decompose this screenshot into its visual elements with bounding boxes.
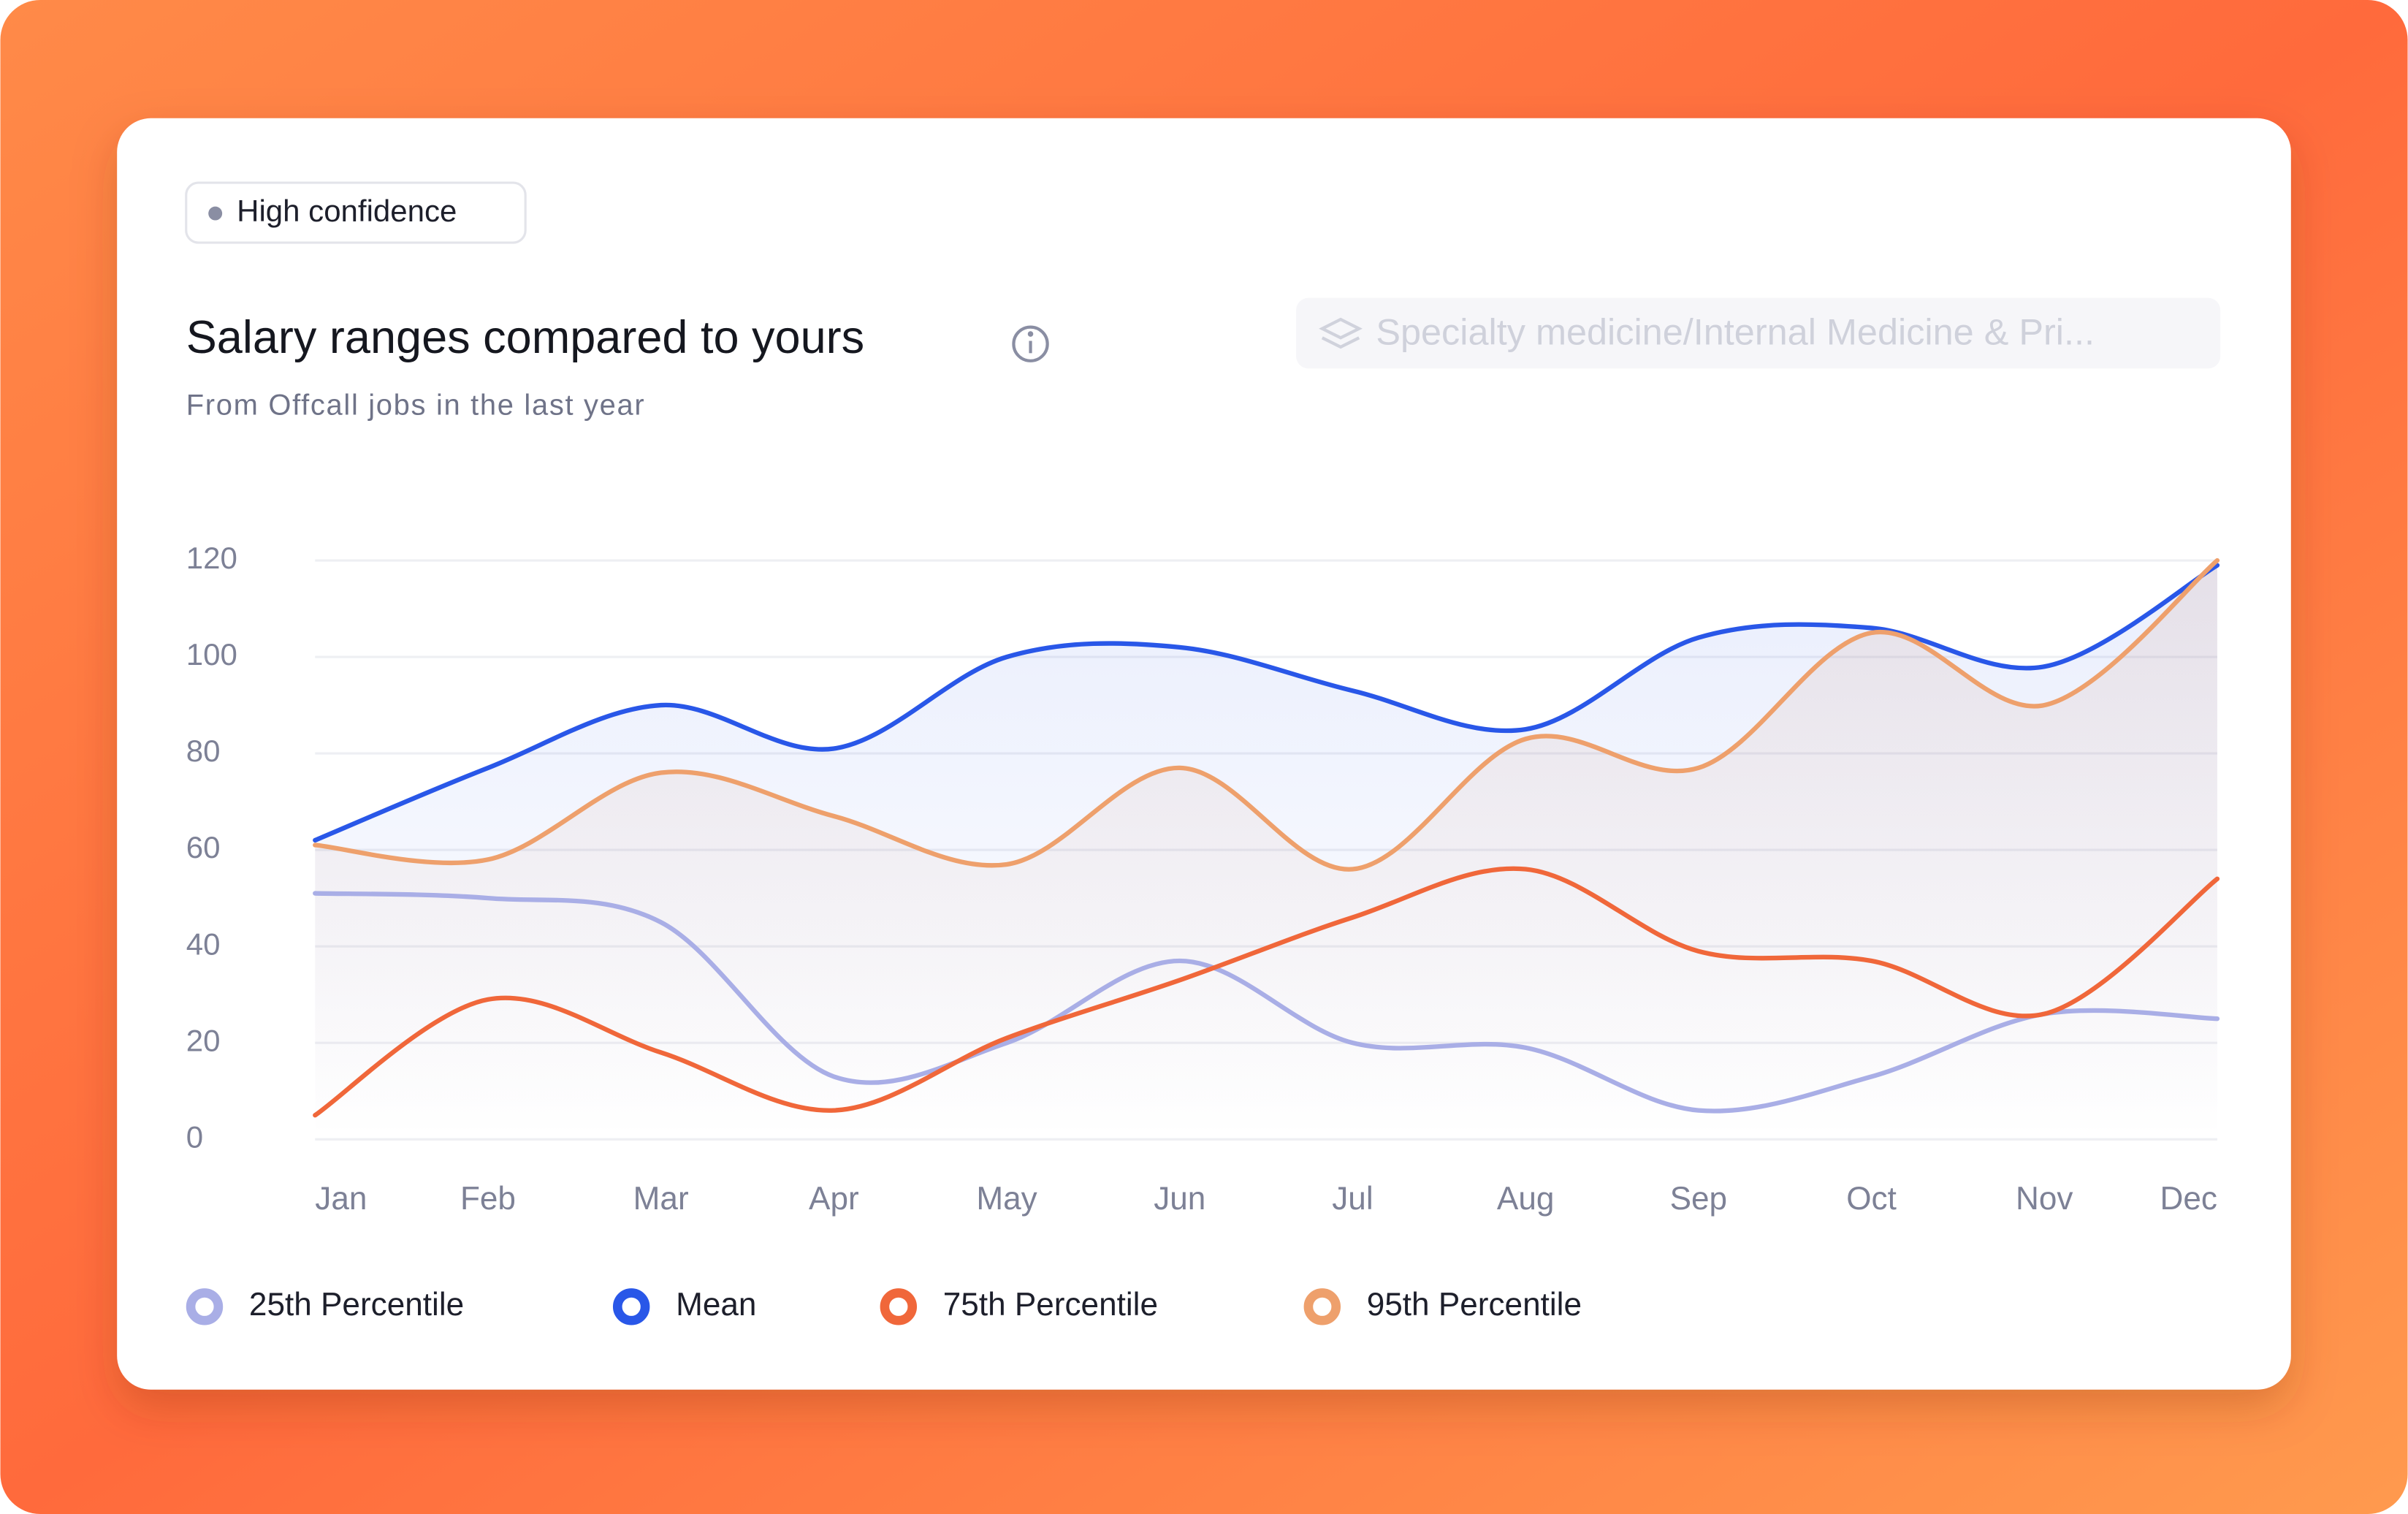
x-tick-label: Sep	[1670, 1181, 1727, 1217]
badge-text: High confidence	[237, 194, 457, 228]
info-icon[interactable]	[1012, 325, 1049, 362]
y-tick-label: 20	[186, 1023, 221, 1057]
dropdown[interactable]	[1296, 297, 2221, 369]
line	[313, 558, 2220, 872]
lines	[313, 558, 2220, 1118]
y-tick-label: 60	[186, 830, 221, 864]
legend-marker	[612, 1288, 650, 1325]
x-tick-label: Mar	[633, 1181, 689, 1217]
dropdown-text[interactable]: Specialty medicine/Internal Medicine & P…	[1376, 311, 2095, 352]
y-tick-label: 40	[186, 927, 221, 961]
x-tick-label: May	[976, 1181, 1037, 1217]
y-tick-label: 0	[186, 1119, 203, 1154]
x-tick-label: Jul	[1332, 1181, 1373, 1217]
areas	[315, 560, 2217, 1140]
legend-marker	[880, 1288, 918, 1325]
x-tick-label: Jun	[1154, 1181, 1205, 1217]
x-tick-label: Dec	[2160, 1181, 2217, 1217]
legend-label: 25th Percentile	[249, 1287, 464, 1323]
y-tick-label: 100	[186, 637, 237, 672]
x-tick-label: Feb	[460, 1181, 516, 1217]
x-tick-label: Nov	[2016, 1181, 2073, 1217]
y-tick-label: 120	[186, 541, 237, 575]
area	[315, 560, 2217, 1140]
legend-label: 75th Percentile	[943, 1287, 1158, 1323]
x-tick-label: Oct	[1846, 1181, 1897, 1217]
y-tick-label: 80	[186, 734, 221, 768]
legend-marker	[1303, 1288, 1341, 1325]
layers-icon	[1319, 317, 1363, 349]
legend-marker	[186, 1288, 224, 1325]
legend-label: Mean	[676, 1287, 756, 1323]
line	[313, 891, 2220, 1114]
badge	[185, 181, 527, 244]
chart-subtitle: From Offcall jobs in the last year	[186, 389, 646, 421]
x-tick-label: Aug	[1497, 1181, 1554, 1217]
line	[313, 866, 2220, 1118]
badge-dot	[208, 206, 223, 221]
x-tick-label: Apr	[809, 1181, 859, 1217]
legend-label: 95th Percentile	[1367, 1287, 1582, 1323]
x-tick-label: Jan	[315, 1181, 367, 1217]
chart-title: Salary ranges compared to yours	[186, 312, 864, 363]
